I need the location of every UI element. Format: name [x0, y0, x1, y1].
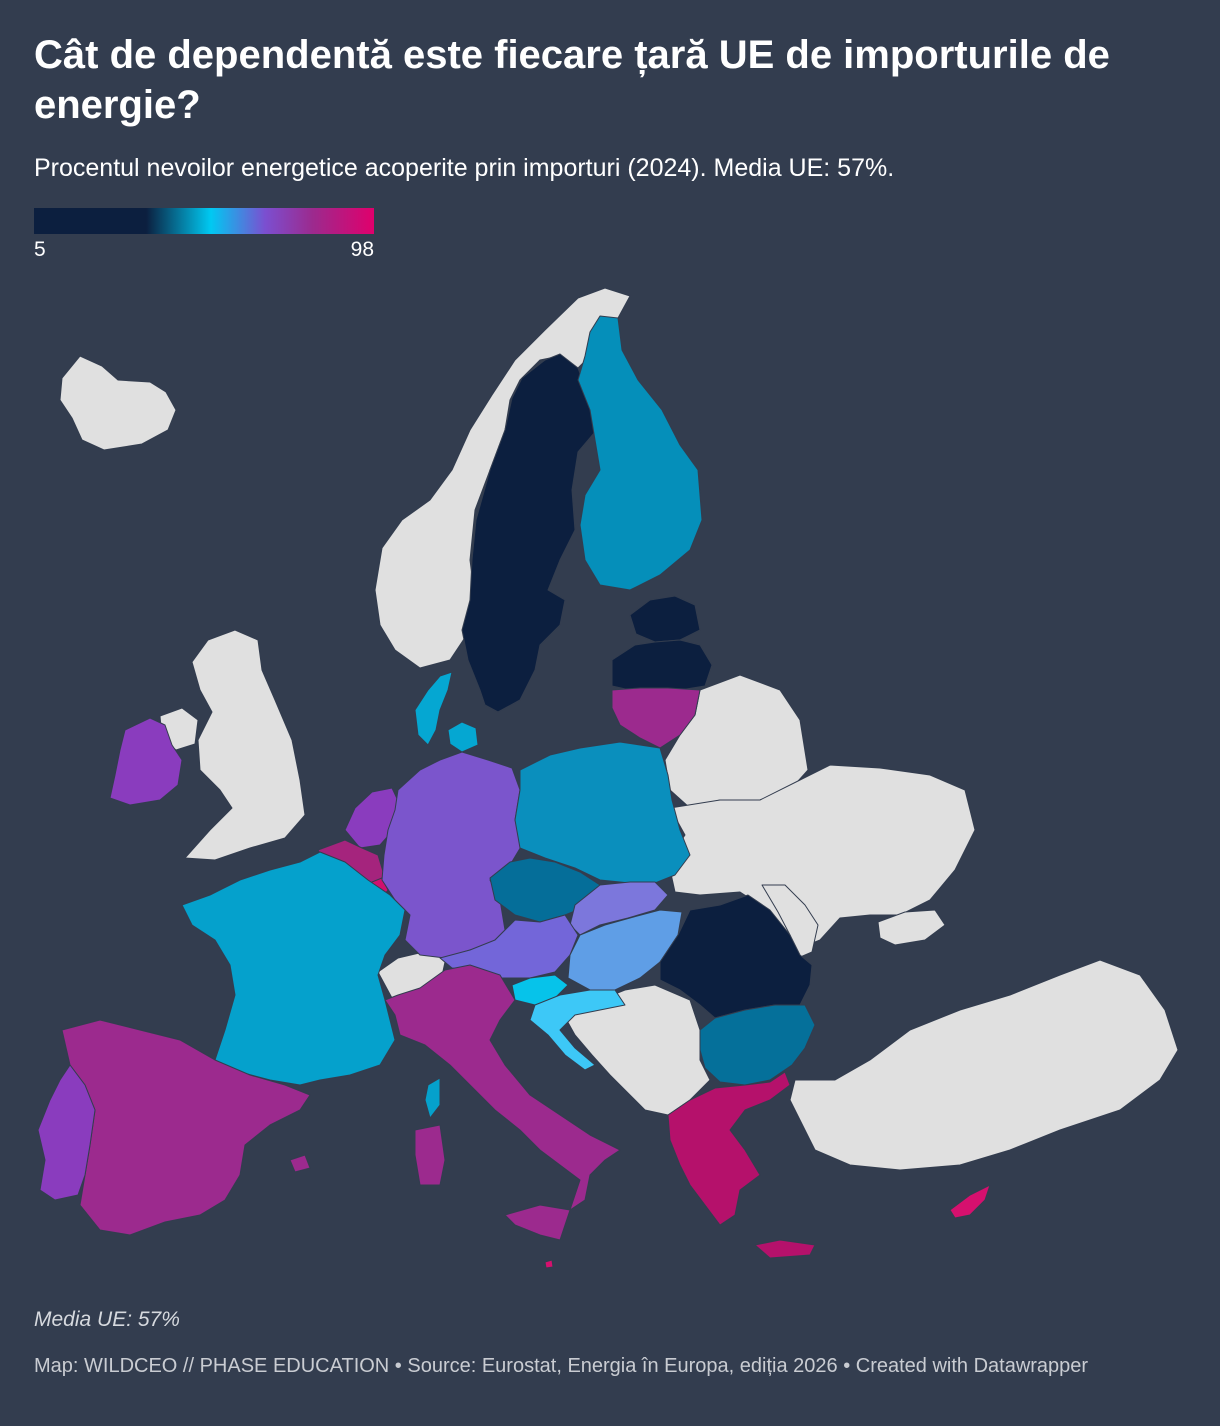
- country-united-kingdom[interactable]: [184, 629, 306, 861]
- country-croatia[interactable]: [529, 989, 626, 1071]
- country-finland[interactable]: [577, 315, 703, 591]
- country-germany[interactable]: [381, 751, 523, 959]
- legend-max-label: 98: [350, 238, 374, 261]
- eu-countries: [37, 315, 991, 1269]
- country-latvia[interactable]: [611, 639, 713, 691]
- country-cyprus[interactable]: [949, 1184, 991, 1219]
- country-malta[interactable]: [544, 1259, 554, 1269]
- country-iceland[interactable]: [59, 355, 177, 451]
- map-title: Cât de dependentă este fiecare țară UE d…: [34, 33, 1110, 127]
- country-france[interactable]: [181, 851, 406, 1086]
- country-denmark[interactable]: [414, 671, 479, 753]
- country-lithuania[interactable]: [611, 687, 701, 749]
- country-estonia[interactable]: [629, 595, 701, 643]
- legend-gradient-bar: [34, 208, 374, 234]
- country-crimea[interactable]: [877, 909, 946, 946]
- country-sweden[interactable]: [461, 353, 596, 713]
- color-legend: 5 98: [34, 208, 374, 264]
- map-subtitle: Procentul nevoilor energetice acoperite …: [34, 154, 895, 182]
- country-romania[interactable]: [659, 894, 813, 1019]
- country-bulgaria[interactable]: [699, 1004, 816, 1086]
- country-moldova[interactable]: [761, 884, 819, 959]
- country-ukraine[interactable]: [667, 764, 976, 951]
- country-western-balkans[interactable]: [559, 984, 711, 1116]
- footer-credits: Map: WILDCEO // PHASE EDUCATION • Source…: [34, 1355, 1089, 1377]
- country-ireland[interactable]: [109, 717, 183, 806]
- europe-map: [37, 287, 1179, 1269]
- country-slovakia[interactable]: [569, 881, 669, 936]
- country-poland[interactable]: [514, 741, 691, 886]
- country-greece[interactable]: [667, 1071, 816, 1259]
- legend-min-label: 5: [34, 238, 46, 261]
- country-turkey[interactable]: [789, 959, 1179, 1171]
- eu-average-note: Media UE: 57%: [34, 1308, 180, 1331]
- country-italy[interactable]: [384, 964, 621, 1241]
- country-portugal[interactable]: [37, 1064, 96, 1201]
- country-corsica[interactable]: [424, 1077, 441, 1119]
- non-eu-countries: [59, 287, 1179, 1171]
